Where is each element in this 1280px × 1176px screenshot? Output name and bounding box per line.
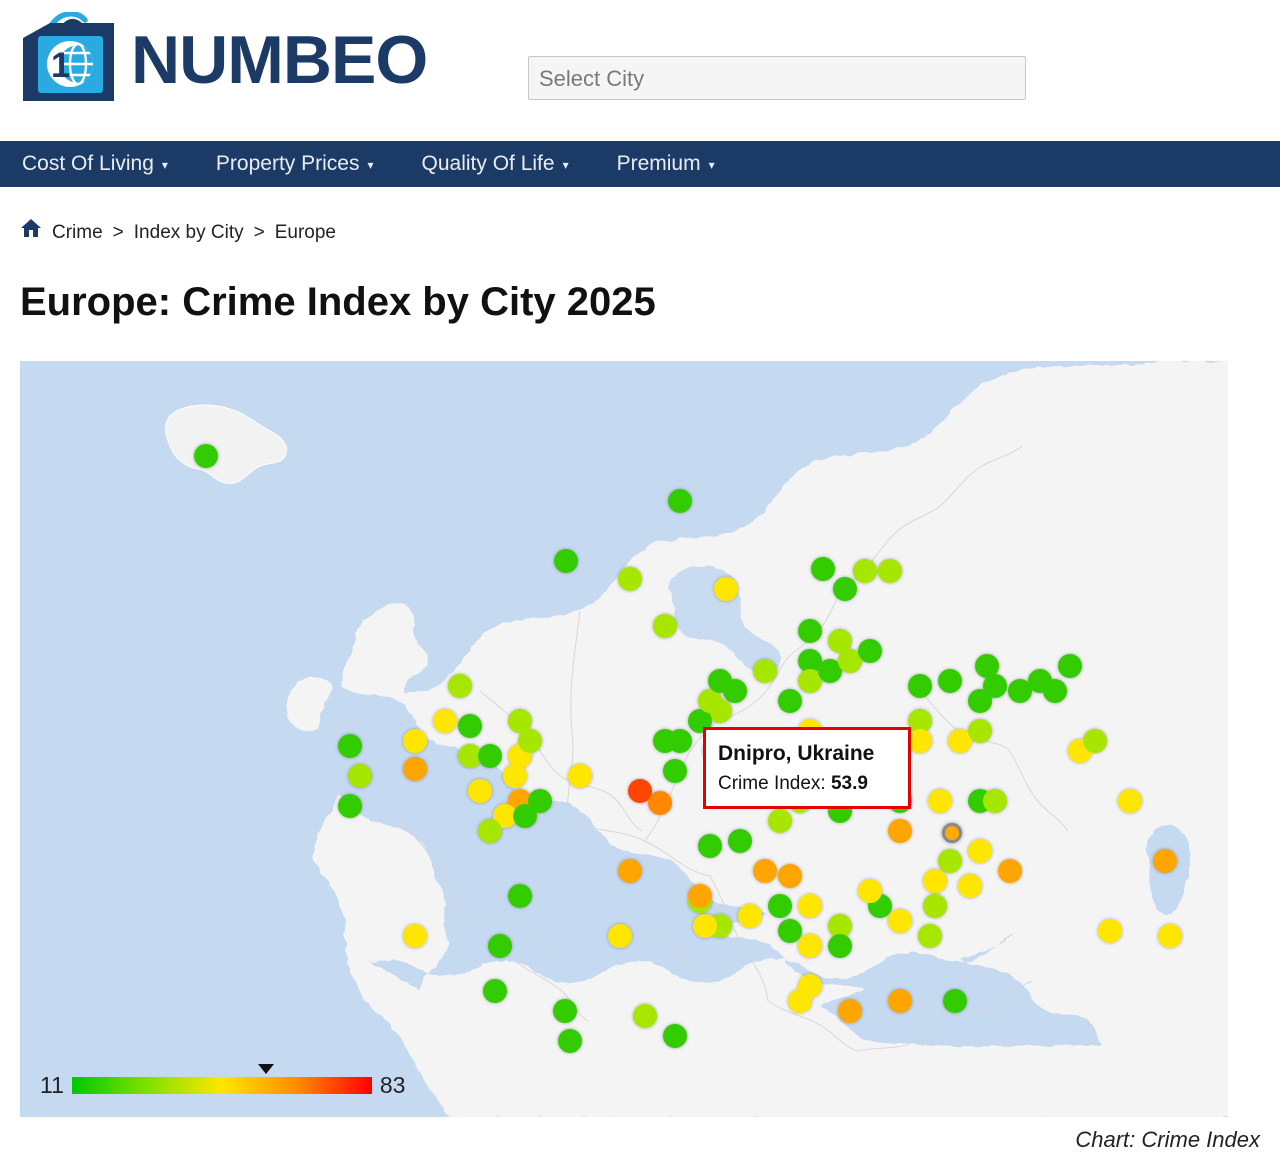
svg-text:1: 1 [51,46,70,85]
